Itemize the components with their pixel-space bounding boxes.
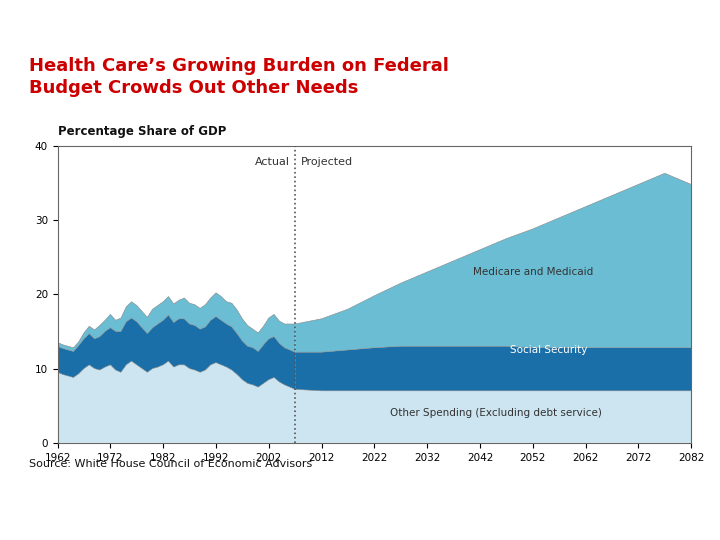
- Text: Other Spending (Excluding debt service): Other Spending (Excluding debt service): [390, 408, 602, 418]
- Text: Source: White House Council of Economic Advisors: Source: White House Council of Economic …: [29, 459, 312, 469]
- Text: Actual: Actual: [255, 157, 290, 167]
- Text: Brian Klepper, Ph.D: Brian Klepper, Ph.D: [14, 513, 135, 526]
- Text: Health Care’s Growing Burden on Federal
Budget Crowds Out Other Needs: Health Care’s Growing Burden on Federal …: [29, 57, 449, 97]
- Text: Projected: Projected: [300, 157, 353, 167]
- Text: Social Security: Social Security: [510, 345, 588, 355]
- Text: Percentage Share of GDP: Percentage Share of GDP: [58, 125, 226, 138]
- Text: Page 15: Page 15: [648, 513, 698, 526]
- Text: Medicare and Medicaid: Medicare and Medicaid: [472, 267, 593, 277]
